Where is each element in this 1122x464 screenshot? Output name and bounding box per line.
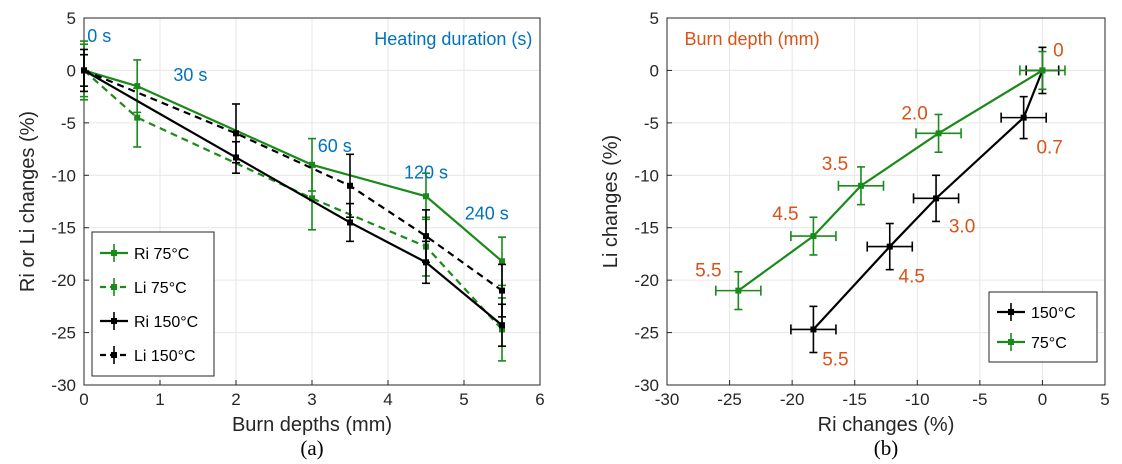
y-tick-label: 0 bbox=[67, 61, 76, 80]
data-point bbox=[347, 219, 353, 226]
x-tick-label: -25 bbox=[717, 390, 742, 409]
data-point bbox=[499, 322, 505, 329]
data-point bbox=[347, 182, 353, 189]
annotation-label: 60 s bbox=[318, 136, 352, 156]
series-line bbox=[83, 69, 503, 331]
plot-frame bbox=[666, 17, 1106, 386]
x-tick-label: 2 bbox=[231, 390, 240, 409]
point-label: 5.5 bbox=[822, 349, 848, 370]
y-tick-label: -10 bbox=[634, 166, 659, 185]
data-point bbox=[309, 161, 315, 168]
data-point bbox=[1039, 67, 1046, 74]
y-tick-label: -20 bbox=[634, 271, 659, 290]
x-tick-label: 0 bbox=[1038, 390, 1047, 409]
data-point bbox=[134, 83, 141, 90]
chart-a: 0 1 2 3 4 5 6 5 0 -5 -10 -15 -20 -25 -30 Burn depths (m… bbox=[17, 9, 545, 460]
chart-b: -30 -25 -20 -15 -10 -5 0 5 5 0 -5 -10 -15 -20 -25 -30 Ri… bbox=[600, 9, 1110, 460]
legend-entry: Li 150°C bbox=[134, 348, 196, 365]
data-point bbox=[810, 326, 817, 333]
annotation-label: 120 s bbox=[404, 162, 448, 182]
y-tick-label: -30 bbox=[51, 376, 76, 395]
y-axis-label: Ri or Li changes (%) bbox=[17, 111, 39, 292]
legend-marker bbox=[1008, 339, 1014, 345]
y-tick-label: 5 bbox=[67, 9, 76, 28]
x-axis-label: Ri changes (%) bbox=[818, 414, 955, 436]
y-tick-label: -5 bbox=[644, 114, 659, 133]
data-point bbox=[857, 182, 864, 189]
annotation-label: 0 s bbox=[87, 26, 111, 46]
point-label: 4.5 bbox=[772, 204, 798, 225]
data-point bbox=[499, 287, 505, 294]
x-tick-label: 0 bbox=[79, 390, 88, 409]
y-tick-label: 0 bbox=[650, 61, 659, 80]
y-tick-label: -30 bbox=[634, 376, 659, 395]
legend-marker bbox=[111, 352, 117, 358]
y-tick-label: 5 bbox=[650, 9, 659, 28]
data-point bbox=[423, 193, 429, 200]
annotation-label: 30 s bbox=[173, 65, 207, 85]
annotation-title: Heating duration (s) bbox=[374, 29, 532, 49]
annotation-title: Burn depth (mm) bbox=[685, 29, 820, 49]
y-tick-label: -5 bbox=[61, 114, 76, 133]
point-label: 0 bbox=[1053, 40, 1064, 61]
data-point bbox=[233, 130, 239, 137]
y-tick-label: -15 bbox=[51, 219, 76, 238]
data-point bbox=[309, 195, 315, 202]
legend-marker bbox=[111, 250, 117, 256]
x-tick-label: 4 bbox=[383, 390, 392, 409]
data-point bbox=[1020, 114, 1027, 121]
panel-label: (b) bbox=[874, 436, 899, 460]
legend-marker bbox=[111, 318, 117, 324]
data-point bbox=[933, 195, 940, 202]
data-point bbox=[134, 114, 141, 121]
legend-marker bbox=[111, 284, 117, 290]
legend-entry: Ri 150°C bbox=[134, 314, 198, 331]
point-label: 3.5 bbox=[822, 154, 848, 175]
y-axis-label: Li changes (%) bbox=[600, 135, 622, 268]
legend-marker bbox=[1008, 309, 1014, 315]
y-tick-label: -20 bbox=[51, 271, 76, 290]
point-label: 3.0 bbox=[949, 216, 975, 237]
x-tick-label: -30 bbox=[655, 390, 680, 409]
x-tick-label: 5 bbox=[459, 390, 468, 409]
data-point bbox=[499, 258, 505, 265]
data-point bbox=[935, 130, 942, 137]
legend-box bbox=[988, 291, 1098, 363]
x-tick-label: 5 bbox=[1100, 390, 1109, 409]
annotation-label: 240 s bbox=[465, 203, 509, 223]
y-tick-label: -25 bbox=[51, 324, 76, 343]
x-tick-label: -5 bbox=[972, 390, 987, 409]
data-point bbox=[810, 233, 817, 240]
x-tick-label: 1 bbox=[155, 390, 164, 409]
point-label: 5.5 bbox=[695, 261, 721, 282]
y-tick-label: -15 bbox=[634, 219, 659, 238]
point-label: 4.5 bbox=[899, 267, 925, 288]
x-tick-label: 6 bbox=[535, 390, 544, 409]
x-tick-label: -20 bbox=[780, 390, 805, 409]
data-point bbox=[886, 243, 893, 250]
x-tick-label: -10 bbox=[905, 390, 930, 409]
legend-entry: Li 75°C bbox=[134, 280, 187, 297]
data-point bbox=[81, 67, 87, 74]
legend-entry: Ri 75°C bbox=[134, 246, 189, 263]
legend-entry: 75°C bbox=[1031, 335, 1067, 352]
x-axis-label: Burn depths (mm) bbox=[232, 414, 392, 436]
x-tick-label: 3 bbox=[307, 390, 316, 409]
data-point bbox=[423, 233, 429, 240]
point-label: 0.7 bbox=[1036, 138, 1062, 159]
point-label: 2.0 bbox=[901, 103, 927, 124]
data-point bbox=[735, 287, 742, 294]
y-tick-label: -10 bbox=[51, 166, 76, 185]
y-tick-label: -25 bbox=[634, 324, 659, 343]
x-tick-label: -15 bbox=[842, 390, 867, 409]
legend-entry: 150°C bbox=[1031, 305, 1076, 322]
panel-label: (a) bbox=[300, 436, 323, 460]
